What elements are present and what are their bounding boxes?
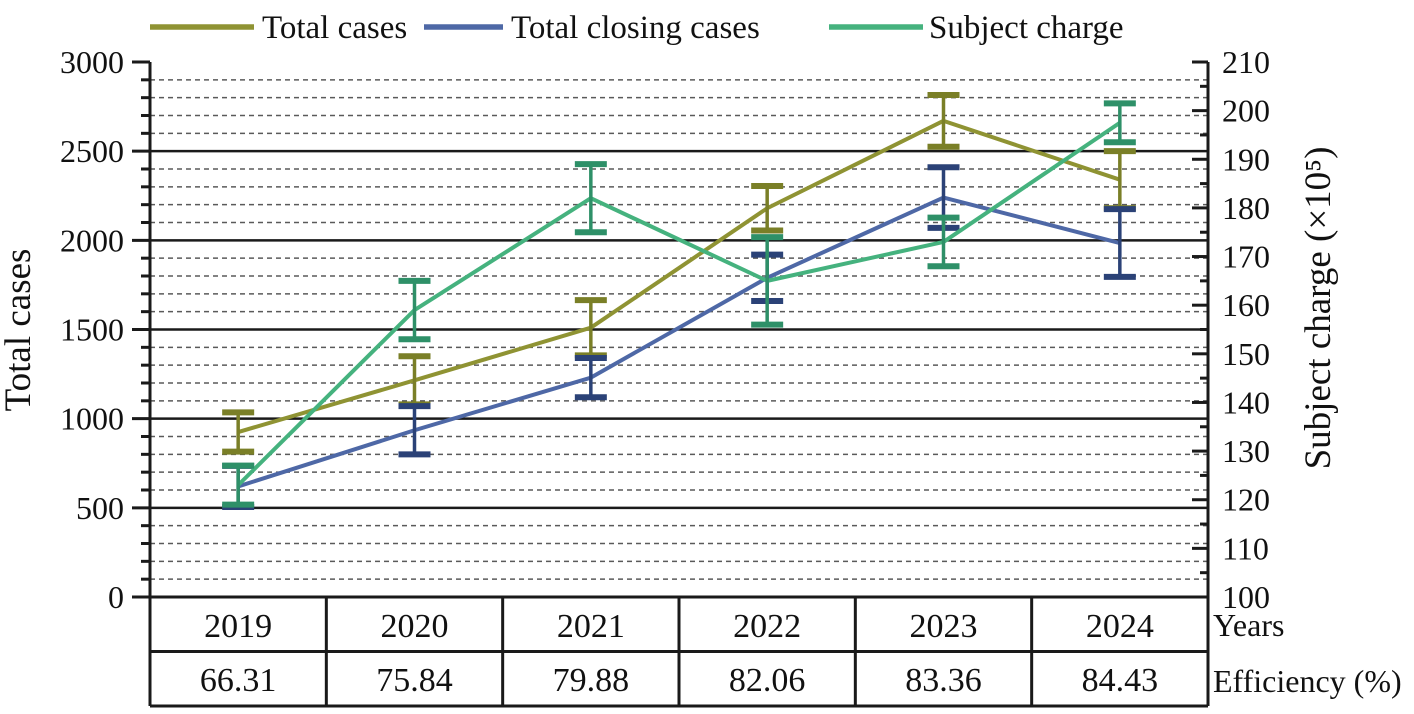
year-cell: 2024 <box>1086 608 1154 645</box>
efficiency-cell: 84.43 <box>1082 662 1159 699</box>
legend-label-total-cases: Total cases <box>262 10 407 46</box>
left-tick-label: 0 <box>108 579 124 615</box>
axis-ticks <box>132 60 1208 599</box>
efficiency-cell: 75.84 <box>376 662 453 699</box>
left-tick-label: 1000 <box>60 401 124 437</box>
x-axis-title: Years <box>1213 607 1284 643</box>
efficiency-cell: 83.36 <box>905 662 982 699</box>
year-cell: 2023 <box>910 608 978 645</box>
left-tick-label: 500 <box>76 490 124 526</box>
right-tick-label: 200 <box>1222 93 1270 129</box>
efficiency-cell: 79.88 <box>553 662 630 699</box>
axis-tick-labels: 0 500 1000 1500 2000 2500 3000 100 110 120 130 140 1… <box>60 44 1270 615</box>
legend-label-total-closing-cases: Total closing cases <box>511 10 760 46</box>
right-tick-label: 190 <box>1222 141 1270 177</box>
left-tick-label: 3000 <box>60 44 124 80</box>
year-cell: 2020 <box>381 608 449 645</box>
legend-label-subject-charge: Subject charge <box>929 10 1124 46</box>
left-tick-label: 1500 <box>60 312 124 348</box>
right-tick-label: 140 <box>1222 384 1270 420</box>
series-line-total-cases <box>237 118 1121 434</box>
right-tick-label: 160 <box>1222 287 1270 323</box>
data-table-values: 2019 2020 2021 2022 2023 2024 66.31 75.84 79.88 8… <box>200 608 1158 699</box>
right-tick-label: 100 <box>1222 579 1270 615</box>
series-line-subject-charge <box>236 121 1121 487</box>
left-axis-title: Total cases <box>0 249 39 412</box>
right-tick-label: 210 <box>1222 44 1270 80</box>
year-cell: 2021 <box>557 608 625 645</box>
series-lines <box>222 91 1136 510</box>
right-tick-label: 110 <box>1222 530 1269 566</box>
legend: Total cases Total closing cases Subject ch… <box>150 10 1124 46</box>
data-table-borders <box>148 595 1210 708</box>
left-tick-label: 2500 <box>60 133 124 169</box>
efficiency-row-label: Efficiency (%) <box>1213 663 1402 699</box>
left-tick-label: 2000 <box>60 222 124 258</box>
right-tick-label: 180 <box>1222 190 1270 226</box>
efficiency-cell: 82.06 <box>729 662 806 699</box>
year-cell: 2019 <box>204 608 272 645</box>
right-tick-label: 150 <box>1222 336 1270 372</box>
series-line-total-closing-cases <box>237 195 1121 489</box>
right-tick-label: 120 <box>1222 482 1270 518</box>
right-tick-label: 170 <box>1222 239 1270 275</box>
right-axis-title: Subject charge (×10⁵) <box>1298 147 1339 470</box>
year-cell: 2022 <box>733 608 801 645</box>
efficiency-cell: 66.31 <box>200 662 277 699</box>
right-tick-label: 130 <box>1222 433 1270 469</box>
